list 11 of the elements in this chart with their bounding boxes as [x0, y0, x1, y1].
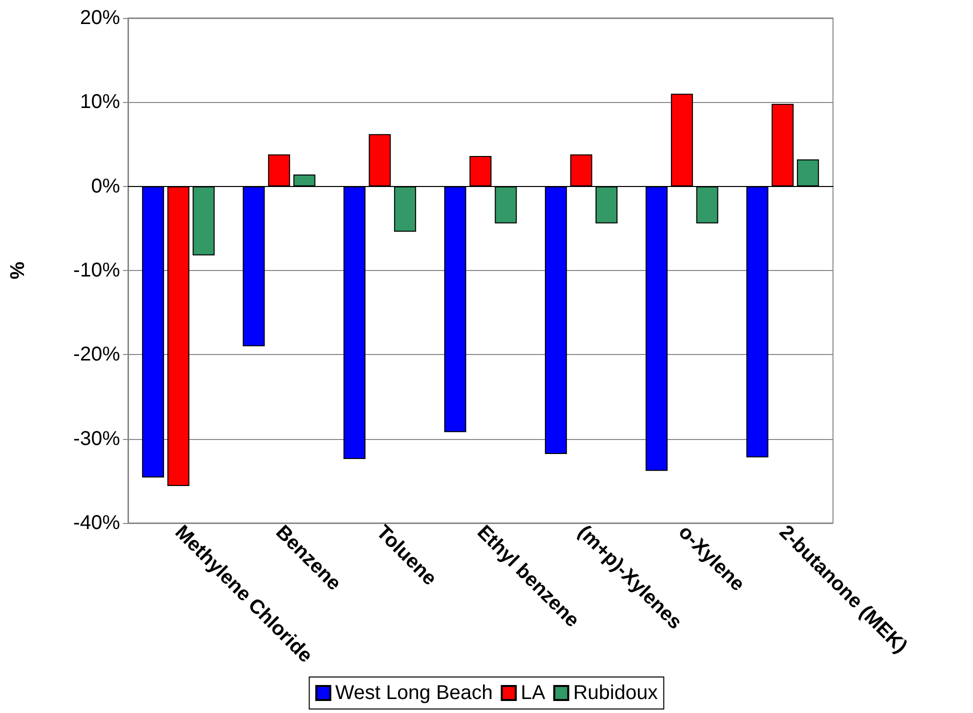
legend-label: LA — [520, 682, 546, 704]
y-tick-label: -30% — [73, 428, 120, 450]
legend-label: Rubidoux — [573, 682, 658, 704]
y-tick-label: 20% — [80, 7, 120, 29]
y-tick-label: -40% — [73, 512, 120, 534]
y-axis-title: % — [7, 261, 29, 280]
y-tick-label: -20% — [73, 344, 120, 366]
y-tick-label: 0% — [91, 175, 120, 198]
y-tick-label: -10% — [73, 260, 120, 282]
y-tick-label: 10% — [80, 91, 120, 114]
legend-label: West Long Beach — [335, 682, 493, 704]
